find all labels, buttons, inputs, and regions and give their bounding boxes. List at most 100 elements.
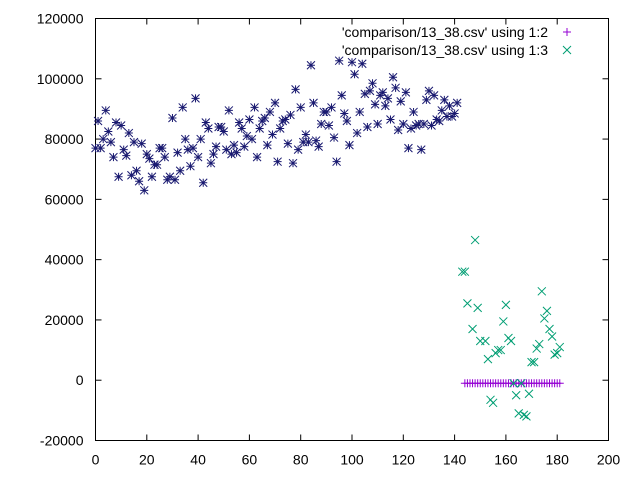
legend-marker-series-1 <box>563 28 571 36</box>
data-point-series-3 <box>286 110 295 120</box>
data-point-series-3 <box>152 160 162 170</box>
data-point-series-3 <box>98 134 108 144</box>
data-point-series-3 <box>180 134 190 144</box>
data-point-series-2 <box>537 286 547 296</box>
data-point-series-3 <box>434 116 444 126</box>
data-point-series-3 <box>452 98 462 108</box>
data-point-series-3 <box>183 145 193 154</box>
data-point-series-3 <box>242 131 252 141</box>
data-point-series-2 <box>519 410 529 420</box>
data-point-series-3 <box>378 87 388 97</box>
data-point-series-3 <box>398 119 408 129</box>
x-tick-label: 60 <box>242 452 258 468</box>
data-points <box>91 56 565 421</box>
data-point-series-3 <box>370 100 380 109</box>
legend-label-series-1: 'comparison/13_38.csv' using 1:2 <box>342 24 548 40</box>
data-point-series-2 <box>501 300 511 310</box>
data-point-series-3 <box>232 148 241 157</box>
data-point-series-3 <box>103 127 113 136</box>
x-tick-label: 20 <box>139 452 155 468</box>
data-point-series-3 <box>147 172 157 182</box>
data-point-series-2 <box>532 344 542 353</box>
data-point-series-3 <box>129 137 139 147</box>
data-point-series-2 <box>524 389 534 399</box>
data-point-series-2 <box>481 336 490 346</box>
data-point-series-3 <box>111 118 121 127</box>
x-tick-label: 200 <box>597 452 621 468</box>
data-point-series-3 <box>91 143 100 153</box>
data-point-series-3 <box>132 166 141 176</box>
x-tick-label: 120 <box>392 452 416 468</box>
data-point-series-2 <box>498 317 508 326</box>
data-point-series-2 <box>506 336 516 346</box>
data-point-series-3 <box>301 130 311 139</box>
data-point-series-3 <box>424 86 434 96</box>
data-point-series-3 <box>332 157 341 167</box>
data-point-series-3 <box>416 145 426 154</box>
data-point-series-2 <box>488 398 498 408</box>
data-point-series-2 <box>529 357 539 367</box>
data-point-series-3 <box>368 78 377 88</box>
legend: 'comparison/13_38.csv' using 1:2 'compar… <box>342 24 572 58</box>
data-point-series-2 <box>545 324 554 334</box>
y-tick-label: 40000 <box>45 252 84 268</box>
data-point-series-3 <box>145 154 154 164</box>
data-point-series-3 <box>127 170 136 180</box>
data-point-series-3 <box>278 116 288 126</box>
data-point-series-3 <box>106 137 116 147</box>
data-point-series-3 <box>339 109 349 118</box>
data-point-series-3 <box>109 152 118 162</box>
data-point-series-3 <box>219 127 229 136</box>
data-point-series-3 <box>409 107 418 117</box>
data-point-series-3 <box>373 119 383 129</box>
data-point-series-3 <box>196 134 206 144</box>
data-point-series-3 <box>134 176 144 186</box>
data-point-series-3 <box>355 107 365 117</box>
data-point-series-3 <box>316 119 326 129</box>
y-axis-tick-labels: -20000 0 20000 40000 60000 80000 100000 120000 <box>37 11 84 449</box>
x-tick-label: 100 <box>340 452 364 468</box>
data-point-series-3 <box>324 121 334 130</box>
data-point-series-3 <box>170 175 180 185</box>
data-point-series-3 <box>283 139 293 148</box>
data-point-series-3 <box>206 158 216 168</box>
data-point-series-3 <box>119 145 129 154</box>
data-point-series-3 <box>224 106 234 115</box>
data-point-series-3 <box>237 124 247 133</box>
data-point-series-2 <box>527 357 536 367</box>
data-point-series-3 <box>173 148 182 157</box>
data-point-series-2 <box>468 324 477 334</box>
data-point-series-3 <box>306 60 316 70</box>
y-tick-label: -20000 <box>40 433 84 449</box>
x-tick-label: 40 <box>190 452 206 468</box>
data-point-series-3 <box>314 142 324 151</box>
data-point-series-3 <box>93 116 103 126</box>
data-point-series-3 <box>260 113 270 123</box>
data-point-series-3 <box>142 149 152 159</box>
data-point-series-2 <box>493 345 503 355</box>
data-point-series-3 <box>329 133 339 142</box>
data-point-series-3 <box>268 130 277 139</box>
data-point-series-3 <box>352 128 362 138</box>
data-point-series-3 <box>250 103 259 112</box>
data-point-series-3 <box>229 140 239 150</box>
data-point-series-3 <box>411 121 421 130</box>
data-point-series-3 <box>360 89 370 99</box>
data-point-series-3 <box>437 106 447 115</box>
data-point-series-3 <box>429 91 439 100</box>
data-point-series-3 <box>204 124 213 133</box>
data-point-series-2 <box>552 348 562 358</box>
data-point-series-3 <box>337 91 347 100</box>
data-point-series-3 <box>404 143 413 153</box>
data-point-series-3 <box>365 86 375 96</box>
data-point-series-3 <box>114 172 123 182</box>
data-point-series-3 <box>304 137 313 147</box>
data-point-series-2 <box>496 345 506 355</box>
data-point-series-3 <box>175 166 185 176</box>
data-point-series-3 <box>427 121 436 130</box>
data-point-series-2 <box>457 267 467 277</box>
x-tick-label: 80 <box>293 452 309 468</box>
data-point-series-2 <box>516 378 526 388</box>
data-point-series-3 <box>193 152 203 162</box>
data-point-series-3 <box>293 145 303 154</box>
